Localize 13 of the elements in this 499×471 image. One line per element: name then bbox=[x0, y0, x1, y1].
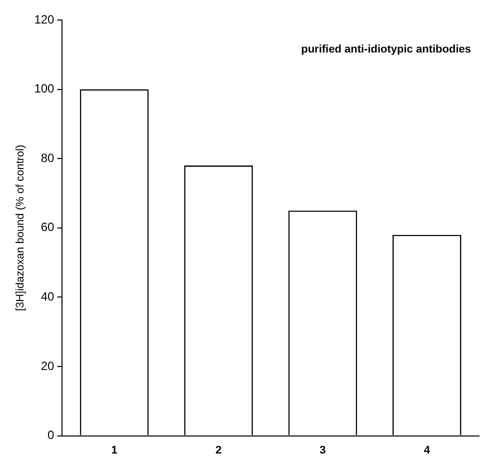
y-axis-title: [3H]idazoxan bound (% of control) bbox=[14, 144, 27, 312]
y-tick-label: 100 bbox=[34, 82, 55, 96]
y-tick-label: 120 bbox=[34, 12, 55, 26]
x-tick-label: 2 bbox=[215, 444, 222, 456]
x-tick-label: 4 bbox=[424, 444, 431, 456]
y-tick-label: 40 bbox=[40, 290, 55, 304]
y-tick-label: 20 bbox=[40, 358, 55, 373]
y-tick-label: 0 bbox=[48, 428, 55, 442]
annotation: purified anti-idiotypic antibodies bbox=[301, 44, 471, 56]
x-tick-label: 1 bbox=[111, 444, 118, 456]
x-tick-label: 3 bbox=[320, 444, 326, 456]
y-tick-label: 60 bbox=[40, 220, 55, 234]
y-tick-label: 80 bbox=[40, 150, 55, 165]
